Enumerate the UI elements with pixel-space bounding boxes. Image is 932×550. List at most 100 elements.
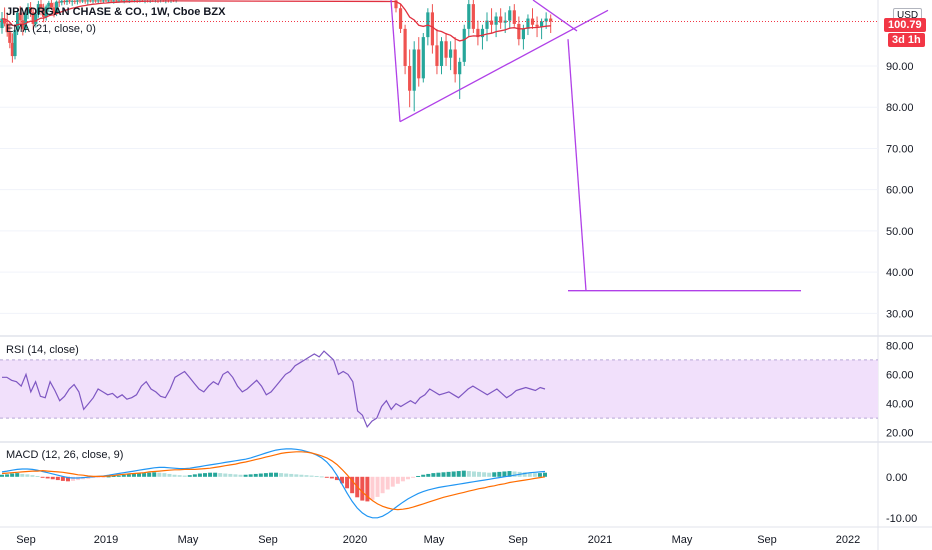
candle-body xyxy=(508,10,512,21)
candle-body xyxy=(120,0,124,2)
macd-histogram-bar xyxy=(35,475,40,477)
candle-body xyxy=(122,0,126,2)
macd-histogram-bar xyxy=(345,476,350,489)
price-tick-label: 40.00 xyxy=(886,267,914,279)
macd-histogram-bar xyxy=(416,475,421,477)
macd-histogram-bar xyxy=(187,475,192,477)
macd-histogram-bar xyxy=(289,473,294,477)
macd-histogram-bar xyxy=(482,472,487,477)
candle-body xyxy=(10,42,14,57)
candle-body xyxy=(499,16,503,23)
candle-body xyxy=(29,7,33,13)
time-tick-label: Sep xyxy=(258,534,278,546)
macd-histogram-bar xyxy=(20,473,25,477)
macd-histogram-bar xyxy=(502,471,507,477)
macd-histogram-bar xyxy=(96,476,101,478)
macd-histogram-bar xyxy=(284,473,289,477)
macd-histogram-bar xyxy=(441,472,446,477)
candle-body xyxy=(114,0,118,2)
candle-body xyxy=(57,1,61,3)
candle-body xyxy=(471,4,475,29)
price-tick-label: 60.00 xyxy=(886,185,914,197)
macd-histogram-bar xyxy=(299,474,304,477)
candle-body xyxy=(44,6,48,17)
candle-body xyxy=(549,18,553,22)
triangle-left-edge[interactable] xyxy=(390,0,401,122)
macd-histogram-bar xyxy=(91,476,96,479)
candle-body xyxy=(8,32,12,43)
candle-body xyxy=(23,13,27,29)
candle-body xyxy=(75,0,79,2)
macd-histogram-bar xyxy=(197,473,202,477)
symbol-title: JPMORGAN CHASE & CO., 1W, Cboe BZX xyxy=(6,6,226,18)
last-price-badge: 100.79 xyxy=(884,18,926,32)
macd-histogram-bar xyxy=(309,475,314,477)
candle-body xyxy=(83,0,87,2)
candle-body xyxy=(449,49,453,58)
macd-histogram-bar xyxy=(365,476,370,502)
time-tick-label: 2021 xyxy=(588,534,612,546)
macd-histogram-bar xyxy=(152,472,157,477)
macd-histogram-bar xyxy=(350,476,355,494)
macd-histogram-bar xyxy=(5,474,10,477)
macd-histogram-bar xyxy=(121,474,126,477)
candle-body xyxy=(408,65,412,91)
macd-histogram-bar xyxy=(86,476,91,479)
time-tick-label: 2022 xyxy=(836,534,860,546)
macd-histogram-bar xyxy=(477,471,482,477)
macd-histogram-bar xyxy=(0,474,4,477)
candle-body xyxy=(99,0,103,2)
price-tick-label: 70.00 xyxy=(886,143,914,155)
candle-body xyxy=(16,12,20,31)
macd-histogram-bar xyxy=(142,473,147,477)
candle-body xyxy=(91,0,95,2)
candle-body xyxy=(42,7,46,17)
macd-histogram-bar xyxy=(492,472,497,477)
price-tick-label: 50.00 xyxy=(886,226,914,238)
candle-body xyxy=(394,0,398,9)
macd-histogram-bar xyxy=(334,476,339,481)
candle-body xyxy=(476,28,480,38)
candle-body xyxy=(435,45,439,66)
macd-histogram-bar xyxy=(258,473,263,477)
macd-histogram-bar xyxy=(543,472,547,477)
macd-histogram-bar xyxy=(177,475,182,477)
macd-histogram-bar xyxy=(106,476,111,478)
candle-body xyxy=(517,23,521,40)
macd-histogram-bar xyxy=(380,476,385,494)
macd-histogram-bar xyxy=(497,471,502,477)
macd-histogram-bar xyxy=(243,474,248,477)
macd-histogram-bar xyxy=(411,476,416,478)
price-tick-label: 90.00 xyxy=(886,61,914,73)
macd-histogram-bar xyxy=(507,471,512,477)
macd-histogram-bar xyxy=(55,476,60,481)
macd-histogram-bar xyxy=(116,475,121,477)
candle-body xyxy=(540,21,544,27)
rsi-line xyxy=(2,350,546,429)
candle-body xyxy=(26,7,30,14)
time-tick-label: Sep xyxy=(16,534,36,546)
macd-histogram-bar xyxy=(60,476,65,481)
projection-line[interactable] xyxy=(567,39,587,291)
macd-histogram-bar xyxy=(162,473,167,477)
macd-histogram-bar xyxy=(202,473,207,477)
macd-histogram-bar xyxy=(279,473,284,477)
macd-histogram-bar xyxy=(304,475,309,477)
candle-body xyxy=(36,4,40,15)
candle-body xyxy=(453,49,457,75)
triangle-upper-edge[interactable] xyxy=(532,0,578,32)
macd-histogram-bar xyxy=(487,472,492,477)
macd-histogram-bar xyxy=(137,473,142,477)
candle-body xyxy=(458,61,462,75)
candle-body xyxy=(512,10,516,24)
candle-body xyxy=(31,12,35,24)
macd-tick-label: 0.00 xyxy=(886,472,907,484)
macd-histogram-bar xyxy=(157,472,162,477)
candle-body xyxy=(127,0,131,2)
rsi-tick-label: 20.00 xyxy=(886,428,914,440)
macd-histogram-bar xyxy=(436,472,441,477)
macd-histogram-bar xyxy=(248,474,253,477)
macd-histogram-bar xyxy=(360,476,365,501)
macd-histogram-bar xyxy=(172,474,177,477)
